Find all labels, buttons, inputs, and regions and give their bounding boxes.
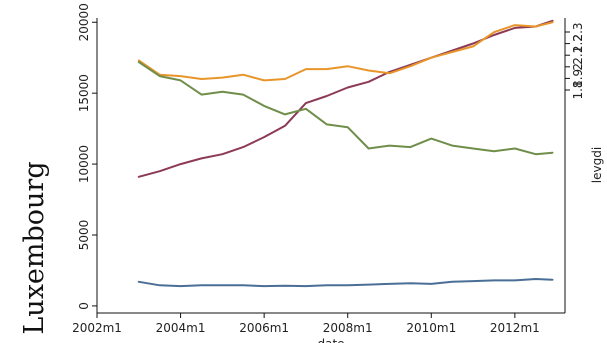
right-axis-title: levgdi <box>590 147 604 183</box>
left-tick-label: 5000 <box>77 220 91 251</box>
right-tick-label: 2.1 <box>571 46 585 65</box>
series-line-2 <box>137 19 554 178</box>
plot-area <box>96 18 566 314</box>
x-tick-label: 2006m1 <box>239 321 289 335</box>
x-ticks: 2002m1 2004m1 2006m1 2008m1 2010m1 2012m1 <box>72 313 540 335</box>
x-tick-label: 2010m1 <box>406 321 456 335</box>
right-tick-label: 2 <box>571 63 585 71</box>
series-group <box>137 19 554 288</box>
left-tick-label: 20000 <box>77 3 91 41</box>
x-tick-label: 2008m1 <box>323 321 373 335</box>
right-tick-label: 1.9 <box>571 69 585 88</box>
side-title: Luxembourg <box>19 161 50 334</box>
x-tick-label: 2002m1 <box>72 321 122 335</box>
right-tick-label: 1.8 <box>571 80 585 99</box>
series-line-4 <box>137 61 554 156</box>
right-tick-label: 2.3 <box>571 22 585 41</box>
right-y-ticks: 1.81.922.12.22.3 <box>565 22 585 100</box>
series-line-1 <box>137 278 554 288</box>
right-tick-label: 2.2 <box>571 34 585 53</box>
left-tick-label: 0 <box>77 302 91 310</box>
series-line-3 <box>137 21 554 82</box>
left-tick-label: 15000 <box>77 74 91 112</box>
x-axis-title: date <box>317 337 344 343</box>
x-tick-label: 2012m1 <box>490 321 540 335</box>
x-tick-label: 2004m1 <box>156 321 206 335</box>
left-tick-label: 10000 <box>77 145 91 183</box>
left-y-ticks: 0 5000 10000 15000 20000 <box>77 3 97 310</box>
